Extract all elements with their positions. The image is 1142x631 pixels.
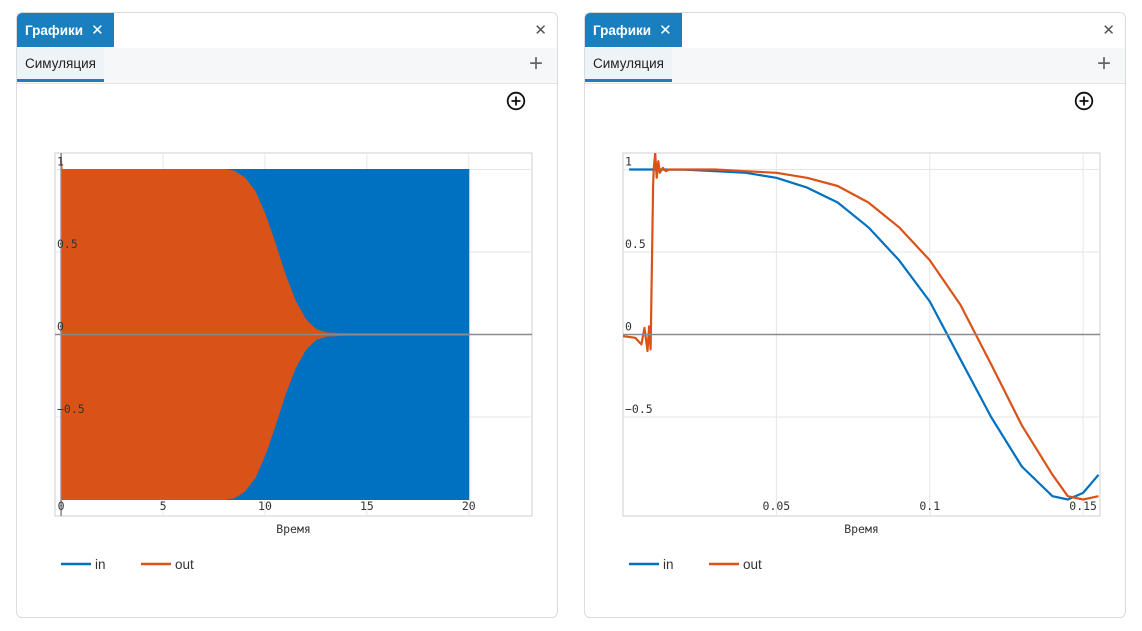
x-axis-label: Время	[844, 522, 879, 536]
tab-simulation[interactable]: Симуляция	[17, 48, 104, 82]
subtab-bar: Симуляция +	[17, 48, 557, 84]
subtab-label: Симуляция	[25, 56, 96, 71]
x-tick-label: 0.05	[763, 499, 791, 513]
close-icon[interactable]: ✕	[1102, 22, 1115, 39]
x-tick-label: 0.15	[1069, 499, 1097, 513]
series-in	[629, 168, 1100, 501]
plot-panel-left: Графики ✕ ✕ Симуляция + 1 0.5 0 −0.5 0 5 10 15 2…	[16, 12, 558, 618]
tab-simulation[interactable]: Симуляция	[585, 48, 672, 82]
tab-label: Графики	[25, 22, 84, 38]
chart-left: 1 0.5 0 −0.5 0 5 10 15 20 Время in out	[54, 152, 533, 572]
subtab-bar: Симуляция +	[585, 48, 1125, 84]
tab-graphs[interactable]: Графики ✕	[17, 13, 114, 47]
legend-label-out: out	[175, 557, 194, 572]
x-axis-label: Время	[276, 522, 311, 536]
circle-plus-icon[interactable]	[1074, 91, 1094, 111]
circle-plus-icon[interactable]	[506, 91, 526, 111]
close-icon[interactable]: ✕	[534, 22, 547, 39]
y-tick-label: 0.5	[57, 237, 78, 251]
series-out	[60, 153, 470, 500]
close-icon[interactable]: ✕	[659, 22, 672, 39]
y-tick-label: −0.5	[625, 402, 653, 416]
subtab-label: Симуляция	[593, 56, 664, 71]
y-tick-label: 0	[57, 320, 64, 334]
x-tick-label: 0	[58, 499, 65, 513]
x-tick-label: 10	[258, 499, 272, 513]
x-tick-label: 0.1	[919, 499, 940, 513]
plot-panel-right: Графики ✕ ✕ Симуляция + 1 0.5 0 −0.5 0.05 0.1…	[584, 12, 1126, 618]
x-tick-label: 5	[160, 499, 167, 513]
y-tick-label: 1	[625, 155, 632, 169]
chart-right: 1 0.5 0 −0.5 0.05 0.1 0.15 Время in out	[622, 152, 1101, 572]
y-tick-label: 0	[625, 320, 632, 334]
tab-label: Графики	[593, 22, 652, 38]
y-tick-label: −0.5	[57, 402, 85, 416]
legend-label-in: in	[663, 557, 674, 572]
y-tick-label: 0.5	[625, 237, 646, 251]
plus-icon[interactable]: +	[528, 50, 543, 77]
x-tick-label: 15	[360, 499, 374, 513]
tab-graphs[interactable]: Графики ✕	[585, 13, 682, 47]
legend-label-in: in	[95, 557, 106, 572]
plus-icon[interactable]: +	[1096, 50, 1111, 77]
legend-label-out: out	[743, 557, 762, 572]
y-tick-label: 1	[57, 155, 64, 169]
x-tick-label: 20	[462, 499, 476, 513]
plot-series-group	[60, 153, 470, 500]
close-icon[interactable]: ✕	[91, 22, 104, 39]
